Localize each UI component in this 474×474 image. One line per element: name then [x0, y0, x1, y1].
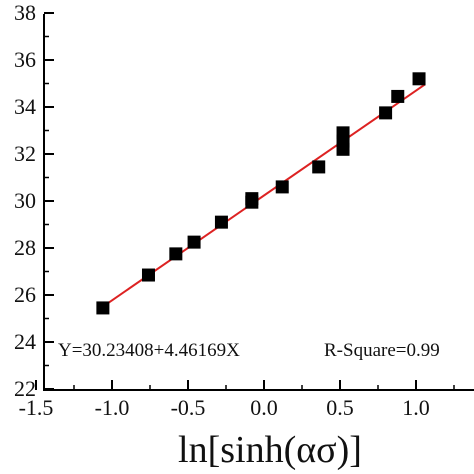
data-point — [187, 235, 201, 249]
data-point — [141, 268, 155, 282]
annotation-equation: Y=30.23408+4.46169X — [58, 340, 240, 361]
x-tick-labels: -1.5 -1.0 -0.5 0.0 0.5 1.0 — [19, 395, 430, 420]
data-point — [96, 301, 110, 315]
y-tick-label: 24 — [14, 329, 36, 354]
plot-area: -1.5 -1.0 -0.5 0.0 0.5 1.0 22 24 26 28 30 32 34 36 38 — [14, 0, 474, 420]
x-axis-title: ln[sinh(ασ)] — [178, 429, 362, 471]
points-layer — [96, 72, 426, 315]
fit-line — [102, 83, 426, 308]
y-tick-label: 30 — [14, 188, 36, 213]
y-tick-labels: 22 24 26 28 30 32 34 36 38 — [14, 0, 36, 401]
x-tick-label: 0.5 — [326, 395, 354, 420]
y-tick-label: 38 — [14, 0, 36, 25]
annotation-r-square: R-Square=0.99 — [324, 340, 440, 361]
data-point — [214, 215, 228, 229]
y-tick-label: 28 — [14, 235, 36, 260]
data-point — [169, 247, 183, 261]
y-tick-label: 36 — [14, 47, 36, 72]
y-ticks — [44, 12, 54, 390]
data-point — [391, 89, 405, 103]
data-point — [336, 126, 350, 140]
data-point — [412, 72, 426, 86]
y-tick-label: 32 — [14, 141, 36, 166]
fit-line-layer — [102, 83, 426, 308]
x-tick-label: 0.0 — [250, 395, 278, 420]
data-point — [245, 192, 259, 206]
y-tick-label: 22 — [14, 376, 36, 401]
data-point — [275, 180, 289, 194]
x-ticks — [35, 380, 455, 390]
y-tick-label: 34 — [14, 94, 36, 119]
x-tick-label: -0.5 — [171, 395, 206, 420]
x-tick-label: 1.0 — [402, 395, 430, 420]
x-tick-label: -1.0 — [95, 395, 130, 420]
data-point — [379, 106, 393, 120]
data-point — [312, 160, 326, 174]
x-tick-label: -1.5 — [19, 395, 54, 420]
y-tick-label: 26 — [14, 282, 36, 307]
